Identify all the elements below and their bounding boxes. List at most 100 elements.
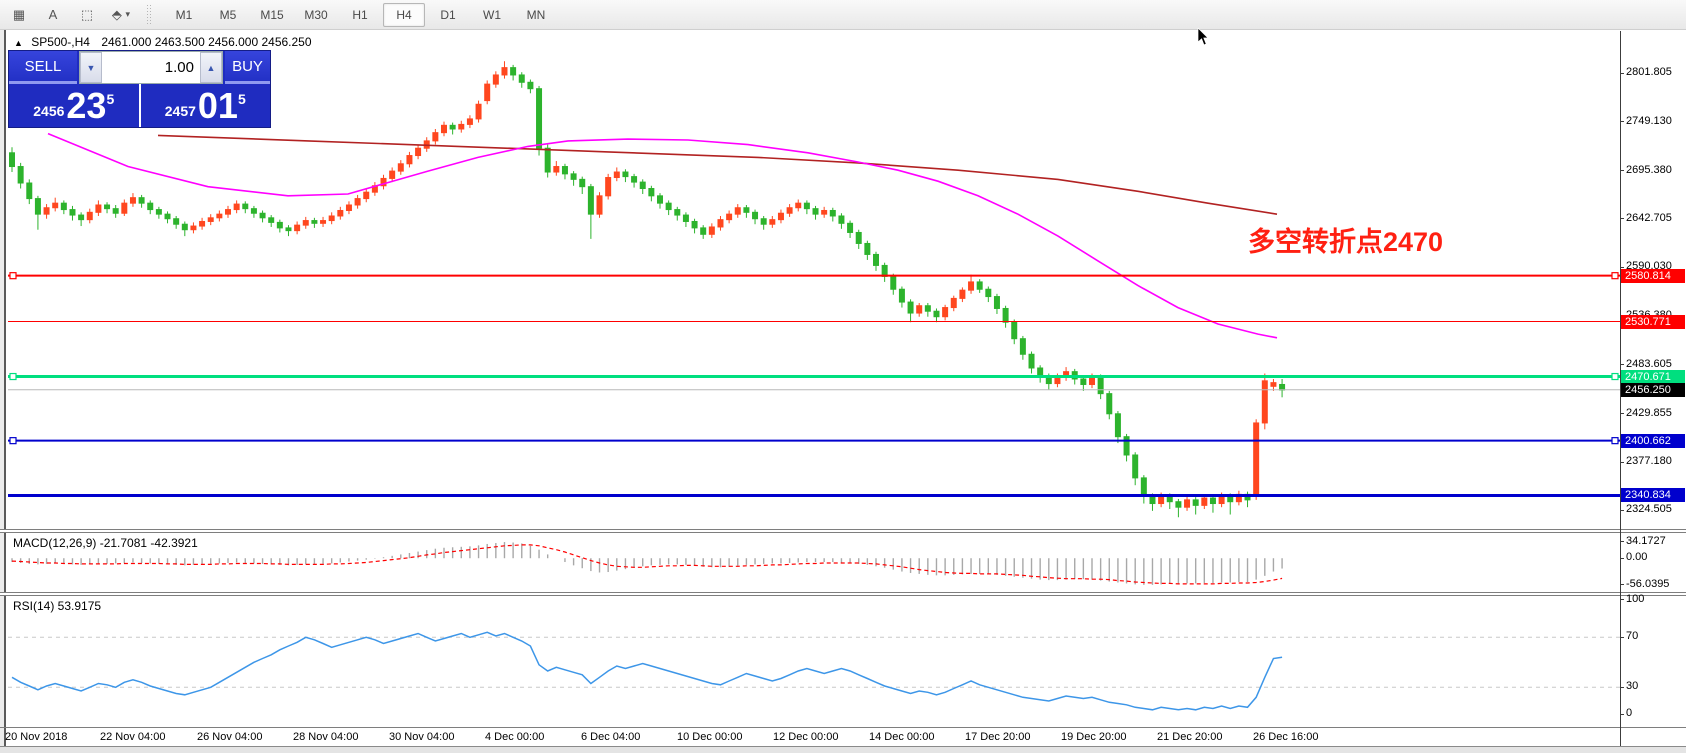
- current-price-flag: 2456.250: [1621, 382, 1685, 397]
- time-axis-label: 14 Dec 00:00: [869, 731, 935, 743]
- macd-indicator-chart[interactable]: [8, 533, 1620, 592]
- arrows-glyph: ⬘: [111, 6, 122, 22]
- price-tick-label: 2429.855: [1626, 406, 1672, 419]
- price-tick-label: 2749.130: [1626, 114, 1672, 127]
- rsi-tick: [1620, 599, 1624, 601]
- tab-timeframe-M30[interactable]: M30: [304, 7, 328, 22]
- timeframe-buttons: M1 M5 M15 M30 H1 H4 D1 W1 MN: [163, 2, 557, 27]
- sell-price-small: 2456: [33, 102, 65, 119]
- price-tick: [1620, 509, 1624, 511]
- volume-decrease-button[interactable]: ▼: [80, 52, 102, 83]
- chart-annotation-text: 多空转折点2470: [1248, 227, 1444, 257]
- macd-tick: [1620, 541, 1624, 543]
- macd-tick-label: -56.0395: [1626, 577, 1670, 590]
- window-bottom-strip: [0, 746, 1686, 753]
- price-tick: [1620, 218, 1624, 220]
- buy-button[interactable]: BUY: [225, 51, 270, 84]
- rsi-tick-label: 100: [1626, 592, 1645, 605]
- time-axis-label: 30 Nov 04:00: [389, 731, 455, 743]
- rsi-tick-label: 30: [1626, 680, 1639, 693]
- time-axis-label: 22 Nov 04:00: [100, 731, 166, 743]
- tab-timeframe-MN[interactable]: MN: [526, 7, 546, 22]
- price-tick: [1620, 72, 1624, 74]
- buy-price-display[interactable]: 2457 01 5: [141, 84, 271, 127]
- main-macd-separator[interactable]: [0, 529, 1686, 533]
- time-axis-label: 20 Nov 2018: [5, 731, 68, 743]
- time-axis-label: 10 Dec 00:00: [677, 731, 743, 743]
- time-axis-label: 6 Dec 04:00: [581, 731, 641, 743]
- time-axis-label: 4 Dec 00:00: [485, 731, 545, 743]
- chart-header: ▲ SP500-,H4 2461.000 2463.500 2456.000 2…: [14, 35, 312, 49]
- tab-timeframe-M15[interactable]: M15: [260, 7, 284, 22]
- tab-timeframe-H4[interactable]: H4: [383, 2, 425, 27]
- toolbar-gripper[interactable]: [146, 3, 153, 26]
- rsi-tick: [1620, 686, 1624, 688]
- tab-timeframe-H1[interactable]: H1: [352, 7, 368, 22]
- one-click-trading-panel: SELL ▼ ▲ BUY 2456 23 5 2457 01 5: [9, 51, 270, 127]
- price-tick: [1620, 266, 1624, 268]
- price-tick: [1620, 461, 1624, 463]
- rsi-indicator-chart[interactable]: [8, 596, 1620, 726]
- hline-price-flag: 2530.771: [1621, 314, 1685, 329]
- price-axis-border: [1620, 31, 1621, 747]
- time-axis-label: 28 Nov 04:00: [293, 731, 359, 743]
- main-price-chart[interactable]: [8, 31, 1620, 531]
- price-tick-label: 2642.705: [1626, 211, 1672, 224]
- collapse-triangle-icon[interactable]: ▲: [14, 38, 23, 48]
- arrow-objects-icon[interactable]: ⬘ ▾: [106, 2, 136, 28]
- macd-tick-label: 34.1727: [1626, 534, 1666, 547]
- macd-tick: [1620, 557, 1624, 559]
- price-tick-label: 2324.505: [1626, 503, 1672, 516]
- volume-input[interactable]: [102, 52, 200, 83]
- dropdown-caret-icon: ▾: [125, 9, 131, 19]
- rsi-tick: [1620, 713, 1624, 715]
- price-tick: [1620, 364, 1624, 366]
- macd-rsi-separator[interactable]: [0, 592, 1686, 596]
- pattern-grid-icon[interactable]: ▦: [12, 6, 26, 22]
- sell-price-big: 23: [66, 84, 107, 126]
- macd-tick-label: 0.00: [1626, 551, 1648, 564]
- ohlc-values: 2461.000 2463.500 2456.000 2456.250: [101, 35, 312, 49]
- tab-timeframe-M5[interactable]: M5: [219, 7, 237, 22]
- buy-price-sup: 5: [237, 90, 246, 107]
- textbox-icon[interactable]: ⬚: [80, 6, 94, 22]
- buy-price-big: 01: [197, 84, 238, 126]
- volume-increase-button[interactable]: ▲: [200, 52, 222, 83]
- price-tick-label: 2695.380: [1626, 163, 1672, 176]
- hline-price-flag: 2400.662: [1621, 433, 1685, 448]
- top-toolbar: ▦ A ⬚ ⬘ ▾ M1 M5 M15 M30 H1 H4 D1 W1 MN: [0, 0, 1686, 30]
- hline-price-flag: 2340.834: [1621, 488, 1685, 503]
- text-label-icon[interactable]: A: [48, 7, 58, 22]
- rsi-tick: [1620, 636, 1624, 638]
- price-tick-label: 2483.605: [1626, 357, 1672, 370]
- time-axis-label: 19 Dec 20:00: [1061, 731, 1127, 743]
- time-axis-label: 26 Nov 04:00: [197, 731, 263, 743]
- time-axis-label: 26 Dec 16:00: [1253, 731, 1319, 743]
- sell-price-display[interactable]: 2456 23 5: [9, 84, 141, 127]
- sell-price-sup: 5: [106, 90, 115, 107]
- tab-timeframe-W1[interactable]: W1: [483, 7, 501, 22]
- rsi-tick-label: 0: [1626, 707, 1633, 719]
- time-axis-label: 21 Dec 20:00: [1157, 731, 1223, 743]
- time-axis-border: [0, 727, 1686, 728]
- macd-tick: [1620, 584, 1624, 586]
- tab-timeframe-D1[interactable]: D1: [440, 7, 456, 22]
- hline-price-flag: 2470.671: [1621, 369, 1685, 384]
- sell-button[interactable]: SELL: [9, 51, 77, 84]
- tab-timeframe-M1[interactable]: M1: [175, 7, 193, 22]
- macd-label: MACD(12,26,9) -21.7081 -42.3921: [13, 536, 198, 550]
- volume-stepper: ▼ ▲: [79, 51, 223, 84]
- buy-price-small: 2457: [164, 102, 196, 119]
- price-tick: [1620, 121, 1624, 123]
- time-axis-label: 17 Dec 20:00: [965, 731, 1031, 743]
- price-tick-label: 2801.805: [1626, 66, 1672, 79]
- time-axis-label: 12 Dec 00:00: [773, 731, 839, 743]
- hline-price-flag: 2580.814: [1621, 268, 1685, 283]
- rsi-tick-label: 70: [1626, 630, 1639, 643]
- symbol-period-label: SP500-,H4: [31, 35, 90, 49]
- price-tick-label: 2377.180: [1626, 455, 1672, 468]
- price-tick: [1620, 170, 1624, 172]
- chart-window: [4, 30, 1686, 747]
- rsi-label: RSI(14) 53.9175: [13, 599, 102, 613]
- price-tick: [1620, 413, 1624, 415]
